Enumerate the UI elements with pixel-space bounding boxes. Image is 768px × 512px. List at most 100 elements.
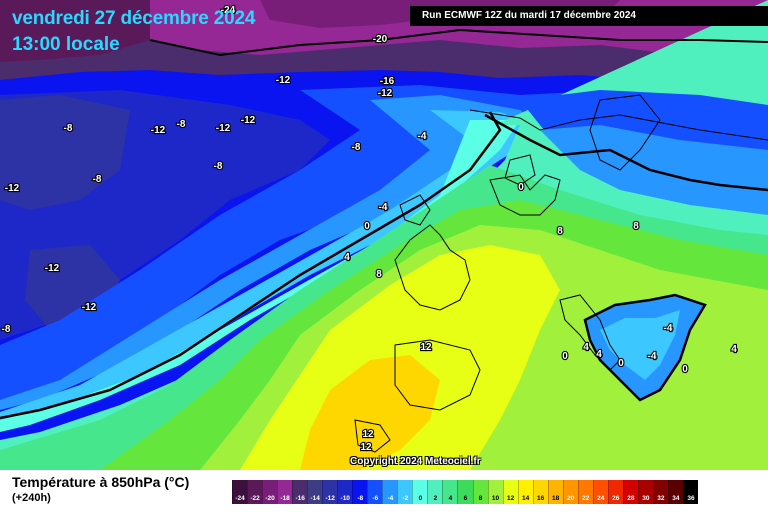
zone-minus4 (0, 95, 560, 410)
isotherm-label: -12 (378, 88, 393, 99)
isotherm-label: -12 (276, 75, 291, 86)
isotherm-label: 8 (633, 221, 639, 232)
scale-value: 0 (418, 495, 423, 502)
run-info: Run ECMWF 12Z du mardi 17 décembre 2024 (410, 6, 768, 26)
legend-title: Température à 850hPa (°C) (12, 474, 190, 490)
scale-swatch: 0 (412, 480, 428, 504)
scale-swatch: -2 (397, 480, 413, 504)
zone-plus12 (300, 355, 440, 470)
scale-value: 16 (537, 495, 545, 502)
scale-value: -14 (310, 495, 320, 502)
scale-swatch: -14 (307, 480, 323, 504)
scale-value: 14 (521, 495, 530, 502)
scale-value: 32 (657, 495, 665, 502)
isotherm-label: -12 (45, 263, 60, 274)
scale-value: -12 (325, 495, 335, 502)
scale-value: 12 (506, 495, 515, 502)
color-scale: -24 -22 -20 -18 -16 -14 -12 -10 -8 -6 -4 -2 0 2 4 6 8 10 1… (232, 480, 698, 504)
scale-swatch: -16 (292, 480, 308, 504)
scale-value: 2 (433, 495, 438, 502)
isotherm-label: 8 (557, 226, 563, 237)
scale-swatch: 24 (592, 480, 608, 504)
scale-value: 4 (448, 495, 453, 502)
scale-value: 10 (491, 495, 500, 502)
scale-swatch: -24 (232, 480, 248, 504)
isotherm-label: -12 (216, 123, 231, 134)
isotherm-label: -8 (214, 161, 223, 172)
isotherm-minus20-line (149, 28, 768, 57)
legend-subtitle: (+240h) (12, 492, 51, 504)
isotherm-label: -12 (5, 183, 20, 194)
scale-value: 24 (597, 495, 605, 502)
isotherm-label: -8 (93, 174, 102, 185)
scale-value: -6 (372, 495, 379, 502)
isotherm-label: 0 (682, 364, 688, 375)
scale-value: -16 (295, 495, 305, 502)
scale-value: -2 (402, 495, 409, 502)
isotherm-label: 4 (731, 344, 737, 355)
isotherm-label: 12 (362, 429, 374, 440)
isotherm-label: -16 (380, 76, 395, 87)
isotherm-label: 4 (344, 252, 350, 263)
isotherm-zero-line (0, 111, 502, 420)
scale-value: -8 (357, 495, 364, 502)
isotherm-label: 4 (583, 342, 589, 353)
scale-swatch: 2 (427, 480, 443, 504)
isotherm-label: -24 (221, 5, 236, 16)
scale-value: 8 (478, 495, 483, 502)
scale-swatch: -20 (262, 480, 278, 504)
isotherm-label: 0 (518, 182, 524, 193)
scale-swatch: 32 (652, 480, 668, 504)
scale-swatch: -8 (352, 480, 368, 504)
scale-value: -4 (387, 495, 394, 502)
isotherm-label: -8 (2, 324, 11, 335)
isotherm-label: 12 (420, 342, 432, 353)
isotherm-label: -4 (379, 202, 388, 213)
scale-swatch: 36 (682, 480, 698, 504)
scale-swatch: 26 (607, 480, 623, 504)
scale-value: -20 (265, 495, 275, 502)
scale-swatch: 34 (667, 480, 683, 504)
isotherm-label: -4 (648, 351, 657, 362)
isotherm-label: 0 (618, 358, 624, 369)
scale-swatch: 30 (637, 480, 653, 504)
scale-swatch: -10 (337, 480, 353, 504)
copyright-notice: Copyright 2024 Meteociel.fr (350, 456, 481, 467)
scale-value: 6 (463, 495, 468, 502)
scale-swatch: 10 (487, 480, 503, 504)
scale-swatch: -6 (367, 480, 383, 504)
isotherm-label: -4 (418, 131, 427, 142)
isotherm-label: 0 (562, 351, 568, 362)
scale-value: -22 (250, 495, 260, 502)
scale-value: -10 (340, 495, 350, 502)
scale-value: -24 (235, 495, 245, 502)
isotherm-labels: -24-20-16-12-12-12 -12-12-8 -8-8-8-8-12-12… (0, 4, 738, 454)
cold-zone-greenland (0, 95, 130, 210)
isotherm-label: -8 (177, 119, 186, 130)
scale-value: 36 (687, 495, 695, 502)
scale-value: 30 (642, 495, 650, 502)
arctic-core-3 (0, 0, 150, 62)
scale-swatch: 12 (502, 480, 518, 504)
scale-swatch: 28 (622, 480, 638, 504)
scale-swatch: 18 (547, 480, 563, 504)
scale-swatch: -4 (382, 480, 398, 504)
scale-value: 34 (672, 495, 680, 502)
scale-swatch: 20 (562, 480, 578, 504)
scale-swatch: -12 (322, 480, 338, 504)
isotherm-label: -12 (241, 115, 256, 126)
isotherm-label: 0 (364, 221, 370, 232)
scale-swatch: 14 (517, 480, 533, 504)
scale-swatch: 16 (532, 480, 548, 504)
isotherm-label: -20 (373, 34, 388, 45)
isotherm-label: -12 (151, 125, 166, 136)
scale-swatch: 22 (577, 480, 593, 504)
temperature-map: -24-20-16-12-12-12 -12-12-8 -8-8-8-8-12-12… (0, 0, 768, 470)
legend-bar: Température à 850hPa (°C) (+240h) -24 -22… (0, 470, 768, 512)
scale-value: 20 (567, 495, 575, 502)
isotherm-label: -8 (352, 142, 361, 153)
scale-swatch: 4 (442, 480, 458, 504)
scale-value: 28 (627, 495, 635, 502)
isotherm-label: 4 (596, 349, 602, 360)
balkan-cold-core (600, 310, 680, 380)
